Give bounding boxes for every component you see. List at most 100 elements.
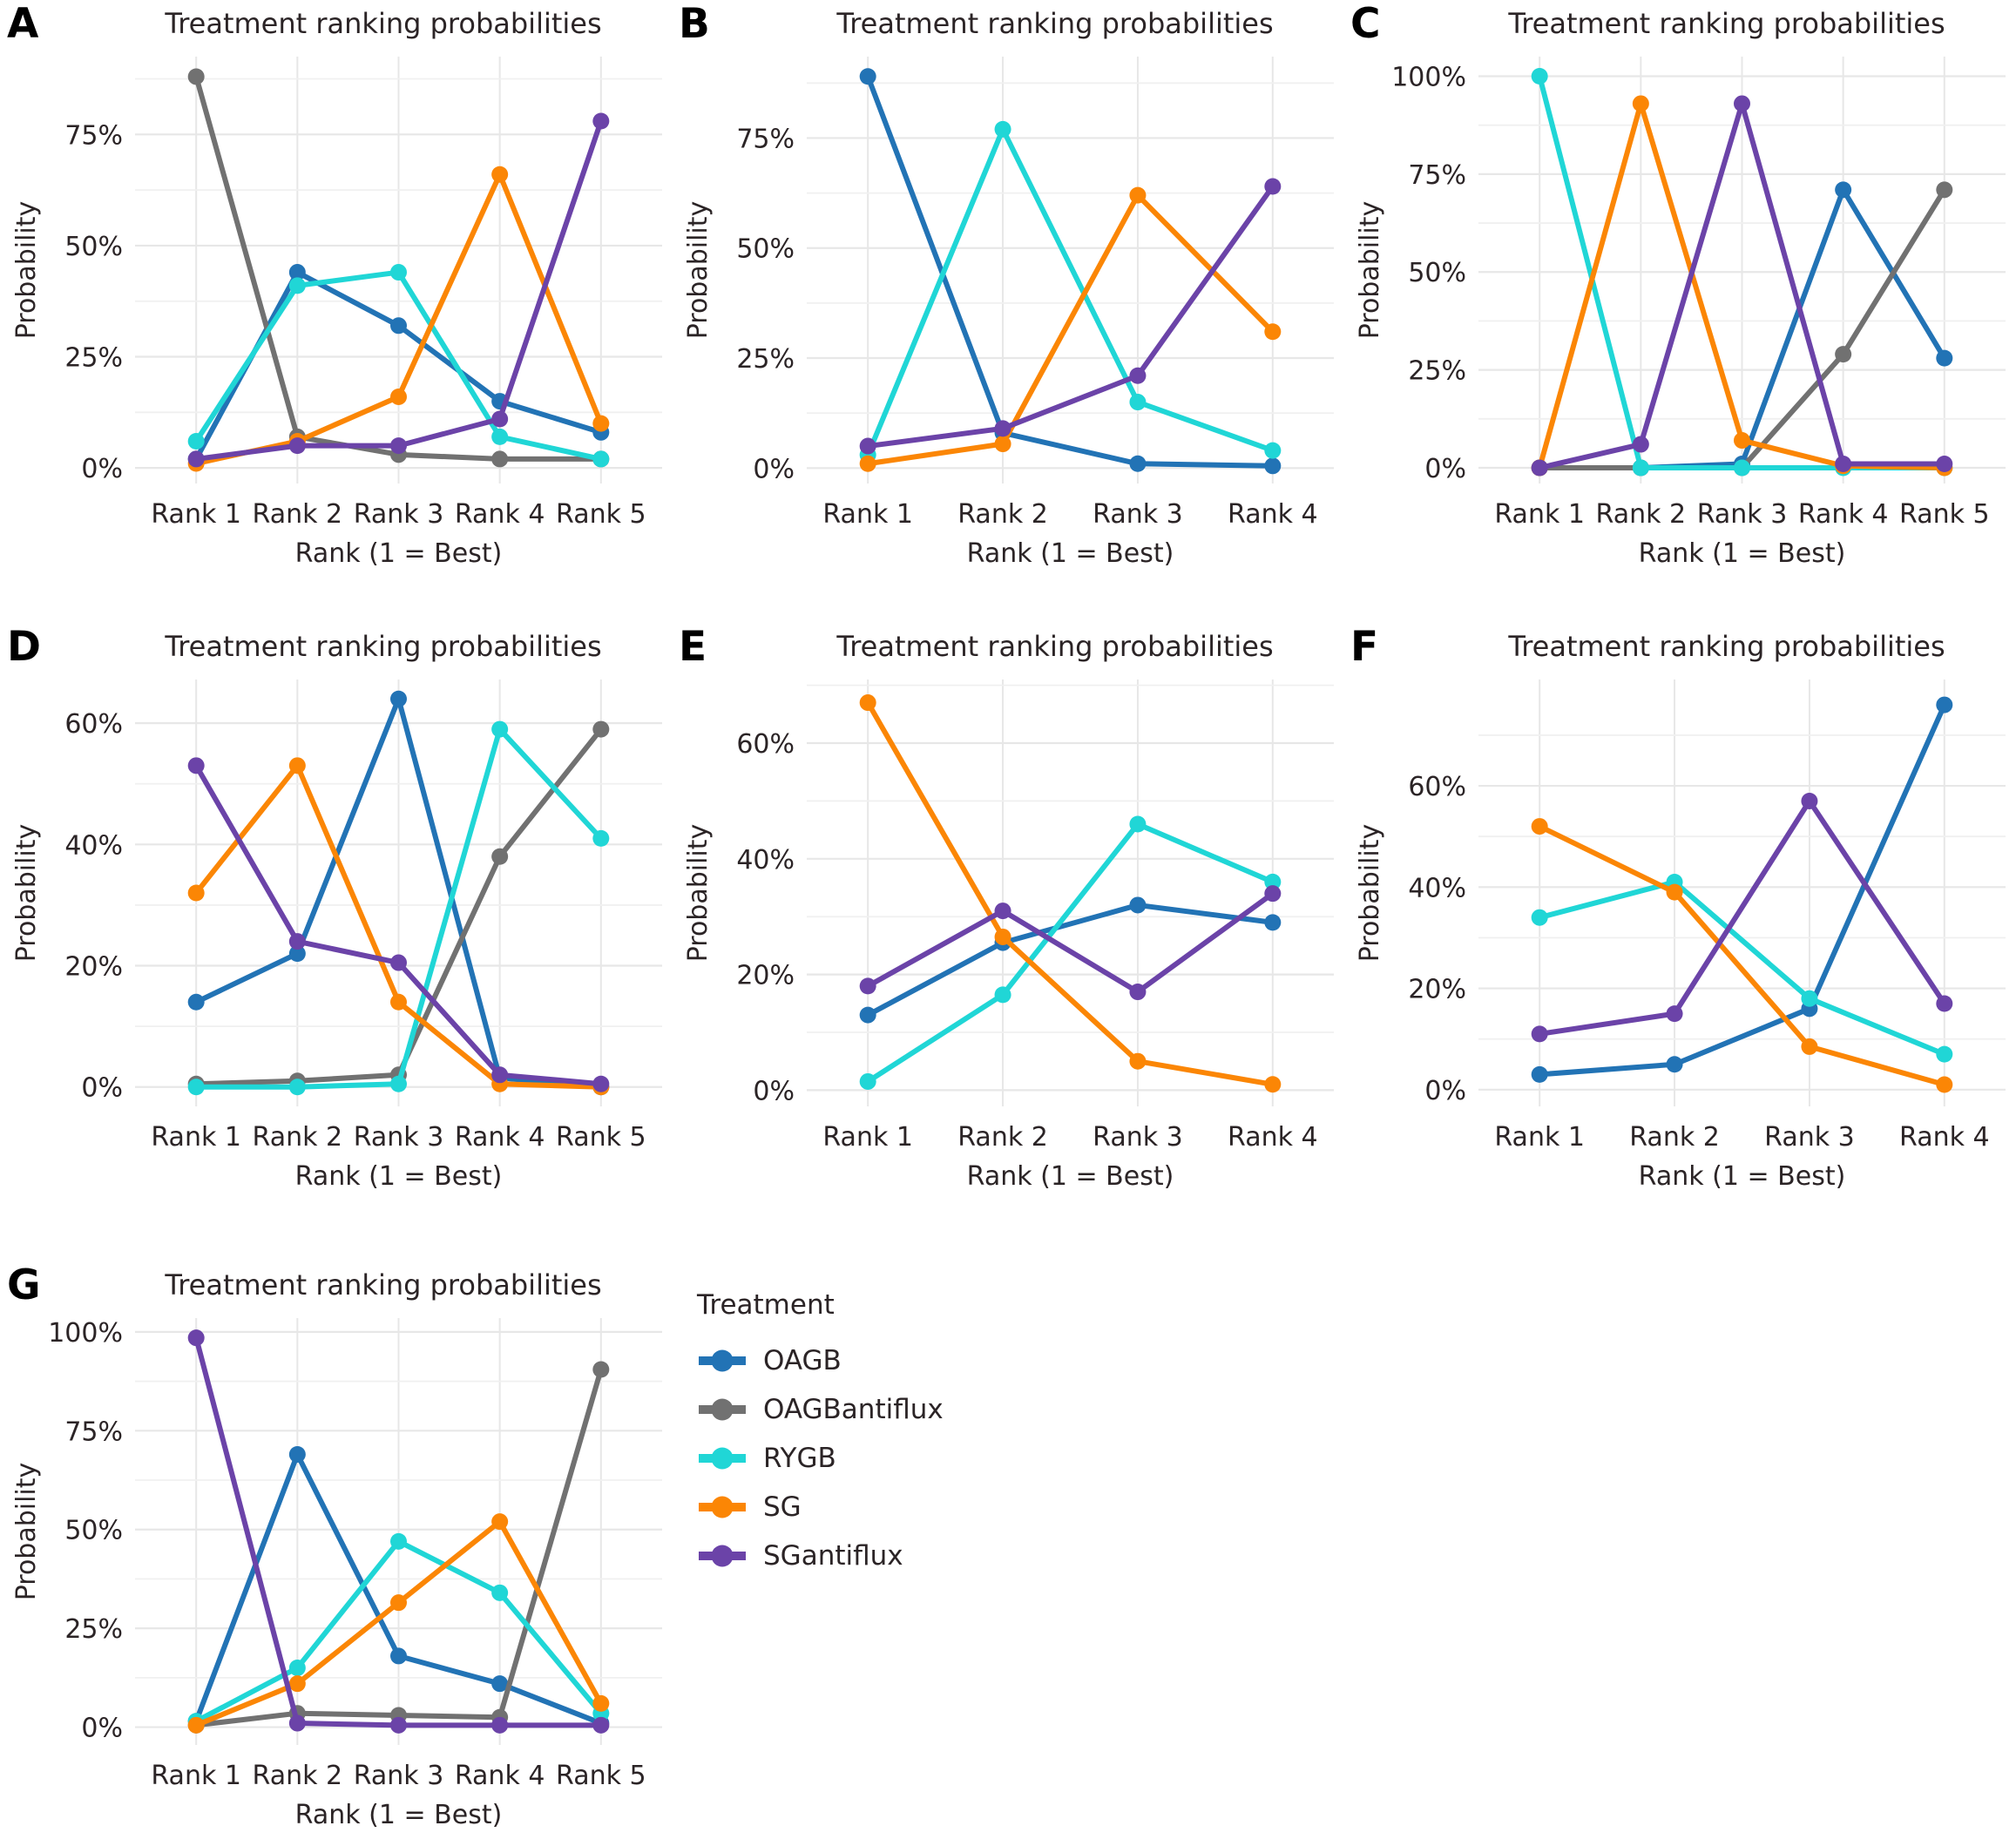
data-point-sg: [187, 1716, 205, 1734]
data-point-sg: [491, 166, 509, 183]
y-tick-label: 25%: [736, 344, 795, 375]
data-point-sg: [859, 694, 876, 712]
data-point-oagb: [288, 1446, 306, 1464]
legend-label: RYGB: [763, 1443, 836, 1474]
panel-d: 0% 20% 40% 60% Rank 1 Rank 2 Rank 3 Rank 4 Rank …: [0, 601, 672, 1218]
y-axis-title: Probability: [11, 1463, 42, 1601]
data-point-sg: [390, 1594, 407, 1612]
data-point-sg: [288, 757, 306, 774]
data-point-sg: [1734, 432, 1750, 450]
x-tick-label: Rank 4: [455, 499, 545, 530]
data-point-sgantiflux: [1936, 995, 1953, 1012]
data-point-sg: [390, 993, 407, 1011]
series-line-oagb: [865, 902, 1275, 1018]
chart-b: 0% 25% 50% 75% Rank 1 Rank 2 Rank 3 Rank 4 Rank …: [683, 57, 1334, 569]
chart-a: 0% 25% 50% 75% Rank 1 Rank 2 Rank 3 Rank 4 Rank …: [11, 57, 662, 569]
legend-item-sg: SG: [697, 1483, 1115, 1532]
data-point-sgantiflux: [1632, 436, 1649, 453]
y-tick-label: 50%: [736, 234, 795, 265]
panel-letter-g: G: [7, 1261, 41, 1309]
data-point-sgantiflux: [491, 410, 509, 428]
data-point-sgantiflux: [859, 437, 876, 455]
y-axis-title: Probability: [11, 201, 42, 340]
panel-e: 0% 20% 40% 60% Rank 1 Rank 2 Rank 3 Rank 4 Rank …: [672, 601, 1343, 1218]
data-point-sg: [390, 388, 407, 405]
y-tick-label: 60%: [1408, 772, 1466, 802]
y-tick-label: 0%: [1424, 454, 1466, 484]
legend-key-icon: [699, 1545, 746, 1567]
series-line-rygb: [865, 821, 1275, 1085]
x-tick-label: Rank 3: [1093, 499, 1183, 530]
x-tick-label: Rank 2: [1596, 499, 1687, 530]
data-point-sg: [1801, 1038, 1818, 1055]
panel-letter-e: E: [679, 623, 707, 671]
legend-item-oagbantiflux: OAGBantiflux: [697, 1385, 1115, 1434]
y-axis-title: Probability: [1355, 824, 1385, 963]
data-point-rygb: [390, 264, 407, 281]
data-point-oagb: [1129, 455, 1147, 472]
x-tick-label: Rank 4: [1228, 499, 1318, 530]
data-point-sgantiflux: [390, 954, 407, 971]
data-point-oagb: [1666, 1056, 1683, 1073]
data-point-oagb: [1264, 457, 1282, 475]
y-axis-title: Probability: [11, 824, 42, 963]
data-point-oagbantiflux: [1835, 346, 1852, 363]
data-point-sgantiflux: [1835, 456, 1852, 473]
data-point-sgantiflux: [1801, 793, 1818, 810]
data-point-sg: [1264, 323, 1282, 341]
x-tick-label: Rank 4: [1228, 1122, 1318, 1153]
data-point-rygb: [390, 1075, 407, 1092]
x-tick-label: Rank 1: [1494, 499, 1585, 530]
chart-e: 0% 20% 40% 60% Rank 1 Rank 2 Rank 3 Rank 4 Rank …: [683, 680, 1334, 1192]
data-point-sgantiflux: [994, 420, 1011, 437]
x-axis-title: Rank (1 = Best): [295, 1161, 503, 1192]
x-tick-label: Rank 2: [957, 499, 1048, 530]
data-point-rygb: [859, 1072, 876, 1090]
data-point-sg: [1264, 1076, 1282, 1093]
data-point-oagb: [859, 1006, 876, 1024]
legend-item-oagb: OAGB: [697, 1336, 1115, 1385]
data-point-sgantiflux: [1666, 1005, 1683, 1023]
panel-f: 0% 20% 40% 60% Rank 1 Rank 2 Rank 3 Rank 4 Rank …: [1343, 601, 2016, 1218]
panel-g: 0% 25% 50% 75% 100% Rank 1 Rank 2 Rank 3 Rank 4 R…: [0, 1218, 672, 1846]
data-point-sgantiflux: [592, 1716, 610, 1734]
legend-item-sgantiflux: SGantiflux: [697, 1532, 1115, 1580]
x-axis-title: Rank (1 = Best): [967, 538, 1174, 569]
legend-label: SGantiflux: [763, 1540, 903, 1572]
data-point-sgantiflux: [1129, 367, 1147, 384]
legend-label: SG: [763, 1491, 802, 1523]
data-point-oagb: [1936, 349, 1953, 367]
x-tick-label: Rank 3: [1093, 1122, 1183, 1153]
x-tick-label: Rank 1: [822, 1122, 913, 1153]
x-tick-label: Rank 4: [1899, 1122, 1990, 1153]
data-point-sgantiflux: [1734, 95, 1750, 112]
y-tick-label: 60%: [736, 729, 795, 760]
x-axis-title: Rank (1 = Best): [1639, 1161, 1846, 1192]
legend-title: Treatment: [697, 1289, 835, 1321]
data-point-sg: [592, 1694, 610, 1712]
x-axis-title: Rank (1 = Best): [1639, 538, 1846, 569]
data-point-oagb: [859, 68, 876, 85]
chart-title-a: Treatment ranking probabilities: [165, 7, 602, 40]
y-tick-label: 0%: [753, 454, 795, 484]
data-point-oagbantiflux: [1936, 181, 1953, 199]
x-tick-label: Rank 3: [354, 499, 444, 530]
y-axis-title: Probability: [683, 201, 714, 340]
data-point-sg: [994, 436, 1011, 453]
chart-f: 0% 20% 40% 60% Rank 1 Rank 2 Rank 3 Rank 4 Rank …: [1355, 680, 2006, 1192]
data-point-sg: [1666, 883, 1683, 901]
legend-item-rygb: RYGB: [697, 1434, 1115, 1483]
data-point-rygb: [994, 986, 1011, 1004]
legend: Treatment OAGB OAGBantiflux RYGB SG SGantifl…: [697, 1289, 1115, 1580]
panel-letter-d: D: [7, 623, 42, 671]
data-point-oagb: [1531, 1065, 1548, 1083]
data-point-oagb: [187, 993, 205, 1011]
chart-title-d: Treatment ranking probabilities: [165, 630, 602, 663]
data-point-oagb: [491, 1675, 509, 1693]
chart-title-g: Treatment ranking probabilities: [165, 1268, 602, 1302]
data-point-oagb: [1936, 696, 1953, 713]
y-tick-label: 20%: [64, 952, 123, 983]
data-point-sgantiflux: [994, 903, 1011, 920]
data-point-sgantiflux: [1936, 456, 1953, 473]
y-tick-label: 75%: [1408, 160, 1466, 191]
